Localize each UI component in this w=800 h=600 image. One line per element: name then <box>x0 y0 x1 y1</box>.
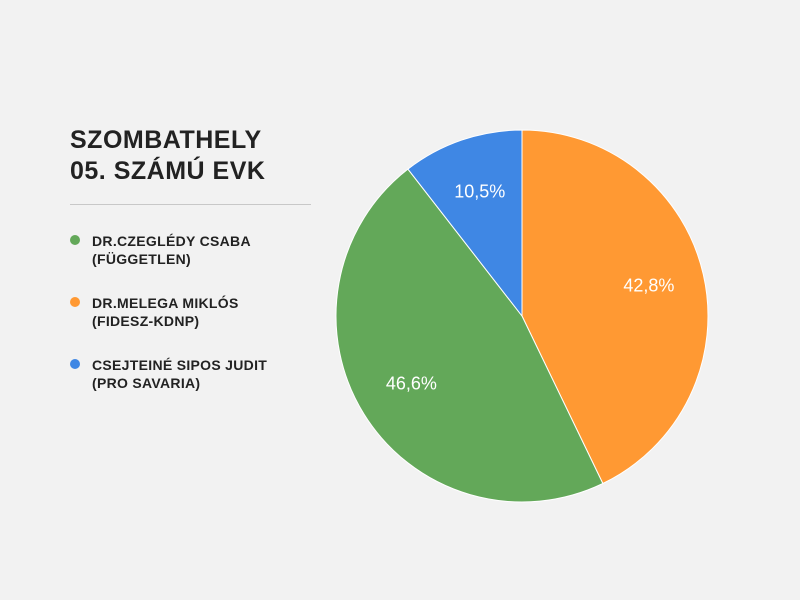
pie-slice-czegledy <box>335 168 604 503</box>
chart-title-line1: SZOMBATHELY <box>70 126 262 154</box>
legend-dot-icon <box>70 359 80 369</box>
legend-item-melega: DR.MELEGA MIKLÓS (FIDESZ-KDNP) <box>70 294 320 356</box>
legend-dot-icon <box>70 297 80 307</box>
legend: DR.CZEGLÉDY CSABA (FÜGGETLEN) DR.MELEGA … <box>70 232 320 418</box>
legend-item-csejteine: CSEJTEINÉ SIPOS JUDIT (PRO SAVARIA) <box>70 356 320 418</box>
legend-label-line2: (PRO SAVARIA) <box>92 375 201 391</box>
pie-slice-label-csejteine: 10,5% <box>454 182 505 202</box>
legend-label-line2: (FÜGGETLEN) <box>92 251 191 267</box>
pie-slice-csejteine <box>407 129 523 318</box>
chart-title: SZOMBATHELY 05. SZÁMÚ EVK <box>70 125 320 187</box>
pie-slice-label-melega: 42,8% <box>623 276 674 296</box>
legend-label-line1: DR.MELEGA MIKLÓS <box>92 295 239 311</box>
title-divider <box>70 204 311 205</box>
legend-label-line1: CSEJTEINÉ SIPOS JUDIT <box>92 357 268 373</box>
pie-slice-melega <box>521 129 709 485</box>
pie-slice-label-czegledy: 46,6% <box>386 373 437 393</box>
legend-label-line2: (FIDESZ-KDNP) <box>92 313 200 329</box>
legend-dot-icon <box>70 235 80 245</box>
legend-item-czegledy: DR.CZEGLÉDY CSABA (FÜGGETLEN) <box>70 232 320 294</box>
chart-title-line2: 05. SZÁMÚ EVK <box>70 157 266 185</box>
legend-label-line1: DR.CZEGLÉDY CSABA <box>92 233 251 249</box>
